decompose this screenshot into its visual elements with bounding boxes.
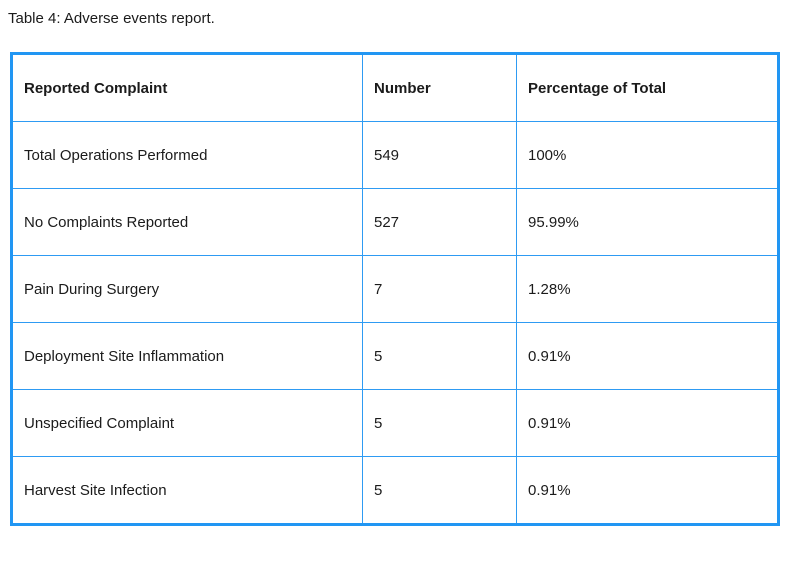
cell-complaint: No Complaints Reported [13, 189, 363, 256]
table-row: Total Operations Performed 549 100% [13, 122, 777, 189]
cell-number: 7 [363, 256, 517, 323]
table-row: Deployment Site Inflammation 5 0.91% [13, 323, 777, 390]
cell-percentage: 1.28% [517, 256, 777, 323]
cell-complaint: Deployment Site Inflammation [13, 323, 363, 390]
cell-complaint: Pain During Surgery [13, 256, 363, 323]
table-header-row: Reported Complaint Number Percentage of … [13, 55, 777, 122]
table-row: Pain During Surgery 7 1.28% [13, 256, 777, 323]
cell-number: 549 [363, 122, 517, 189]
table-row: Harvest Site Infection 5 0.91% [13, 457, 777, 523]
cell-complaint: Harvest Site Infection [13, 457, 363, 523]
column-header-number: Number [363, 55, 517, 122]
cell-percentage: 95.99% [517, 189, 777, 256]
table-caption: Table 4: Adverse events report. [8, 10, 215, 27]
cell-number: 5 [363, 390, 517, 457]
cell-number: 5 [363, 323, 517, 390]
table-row: Unspecified Complaint 5 0.91% [13, 390, 777, 457]
cell-complaint: Unspecified Complaint [13, 390, 363, 457]
cell-percentage: 0.91% [517, 390, 777, 457]
cell-percentage: 0.91% [517, 457, 777, 523]
cell-complaint: Total Operations Performed [13, 122, 363, 189]
cell-percentage: 0.91% [517, 323, 777, 390]
table-row: No Complaints Reported 527 95.99% [13, 189, 777, 256]
column-header-percentage-of-total: Percentage of Total [517, 55, 777, 122]
cell-number: 527 [363, 189, 517, 256]
adverse-events-table: Reported Complaint Number Percentage of … [10, 52, 780, 526]
cell-percentage: 100% [517, 122, 777, 189]
column-header-reported-complaint: Reported Complaint [13, 55, 363, 122]
cell-number: 5 [363, 457, 517, 523]
